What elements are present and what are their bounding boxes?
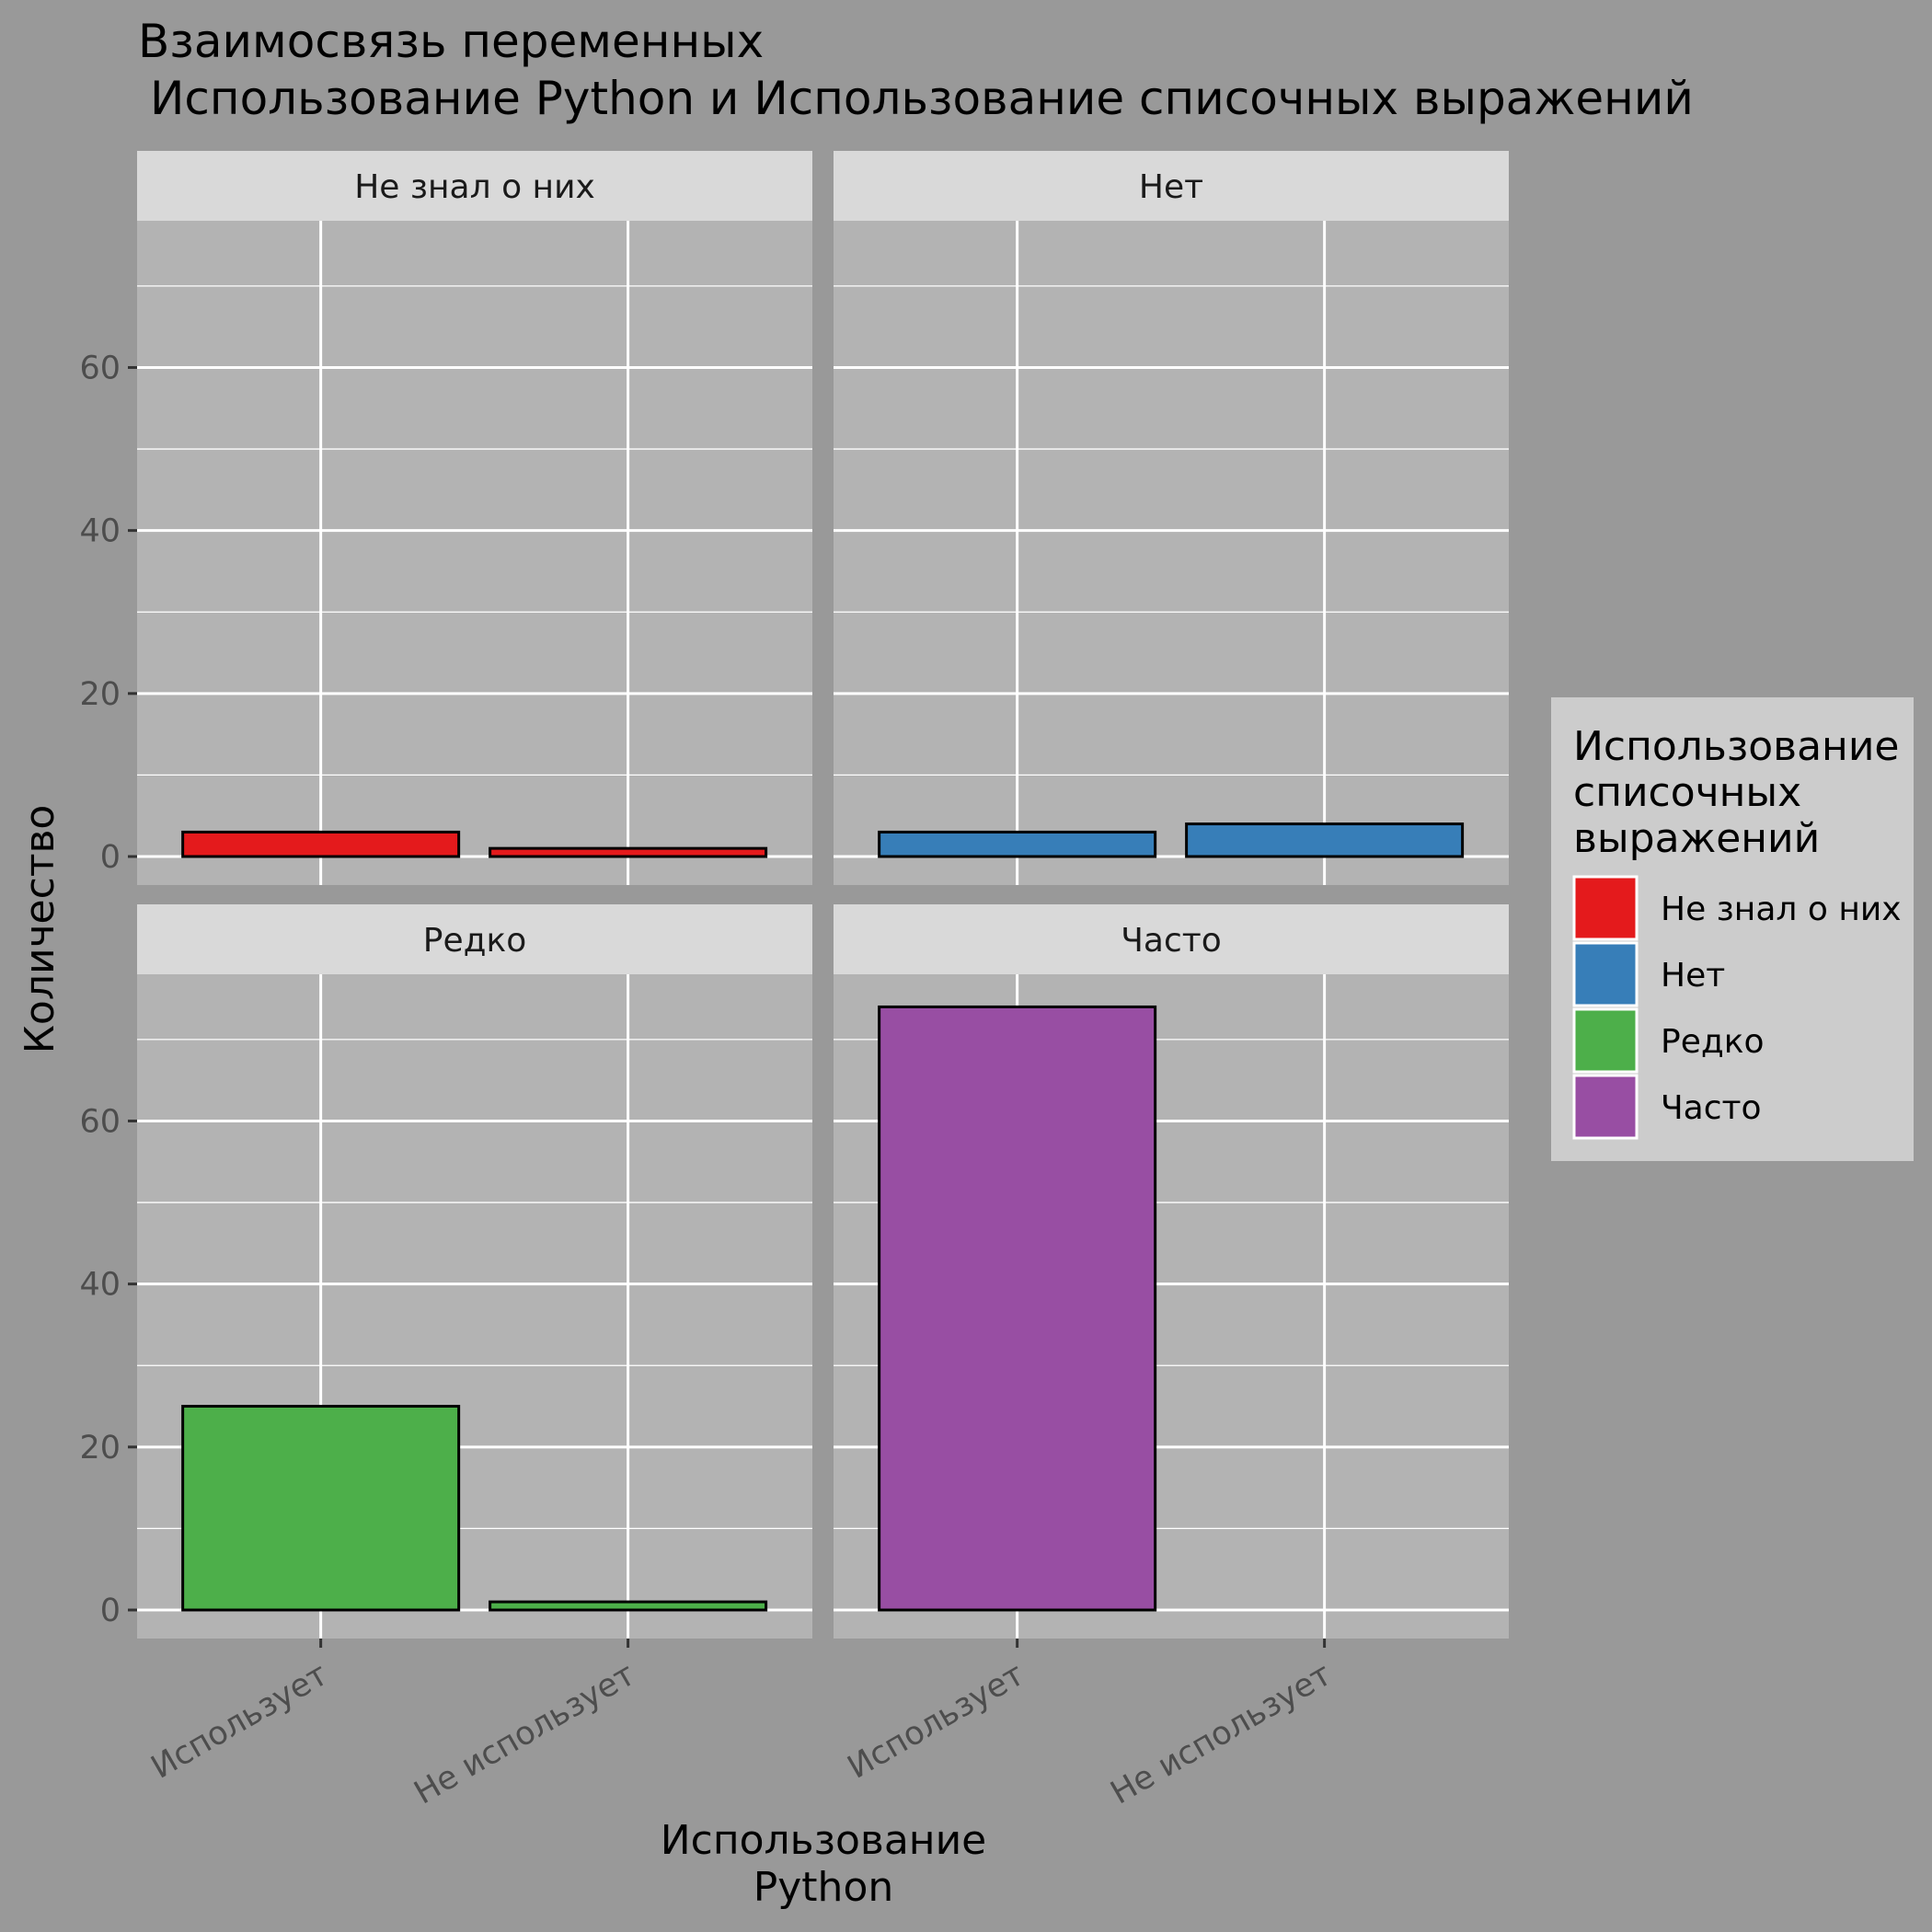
bar [489, 846, 768, 858]
bar [181, 1405, 461, 1612]
y-tick-label: 0 [100, 839, 121, 876]
facet-strip [834, 151, 1509, 221]
facet-strip-label: Нет [1139, 168, 1203, 206]
bar [878, 830, 1157, 858]
panel-background [834, 221, 1509, 885]
panel-background [137, 221, 812, 885]
facet-strip-label: Часто [1121, 922, 1222, 960]
y-axis-title: Количество [17, 805, 63, 1054]
facet-panel: Редко 0 20 40 60 [79, 904, 812, 1639]
legend-label: Нет [1661, 957, 1725, 995]
legend-key [1572, 1074, 1639, 1140]
y-tick-label: 20 [79, 1430, 121, 1466]
facet-strip [137, 904, 812, 974]
facet-strip-label: Редко [423, 922, 527, 960]
bar [878, 1005, 1157, 1612]
y-tick-label: 0 [100, 1593, 121, 1629]
legend-title: Использование [1573, 723, 1900, 770]
facet-strip [834, 904, 1509, 974]
bar [489, 1600, 768, 1612]
legend-key [1572, 1007, 1639, 1074]
facet-panel: Не знал о них 0 20 40 60 [79, 151, 812, 885]
y-tick-label: 60 [79, 1103, 121, 1140]
y-tick-label: 60 [79, 350, 121, 386]
legend-title: списочных [1573, 769, 1801, 816]
bar [1185, 822, 1465, 858]
chart-title-line2: Использование Python и Использование спи… [150, 72, 1694, 125]
x-axis-title-line1: Использование [661, 1817, 987, 1864]
legend-label: Не знал о них [1661, 891, 1902, 928]
facet-panel: Часто [834, 904, 1509, 1639]
bar [181, 830, 461, 858]
legend-key [1572, 875, 1639, 941]
facet-panel: Нет [834, 151, 1509, 885]
facet-strip [137, 151, 812, 221]
legend-label: Часто [1661, 1089, 1762, 1127]
legend-title: выражений [1573, 815, 1820, 862]
y-tick-label: 20 [79, 676, 121, 713]
chart-title-line1: Взаимосвязь переменных [138, 15, 764, 68]
y-tick-label: 40 [79, 513, 121, 550]
legend-key [1572, 941, 1639, 1007]
facet-strip-label: Не знал о них [354, 168, 595, 206]
legend-label: Редко [1661, 1023, 1765, 1061]
x-axis-title-line2: Python [753, 1864, 894, 1911]
facet-panels: Не знал о них 0 20 40 60 Нет Редко 0 20 40 60 Часто [79, 151, 1509, 1639]
y-tick-label: 40 [79, 1267, 121, 1304]
